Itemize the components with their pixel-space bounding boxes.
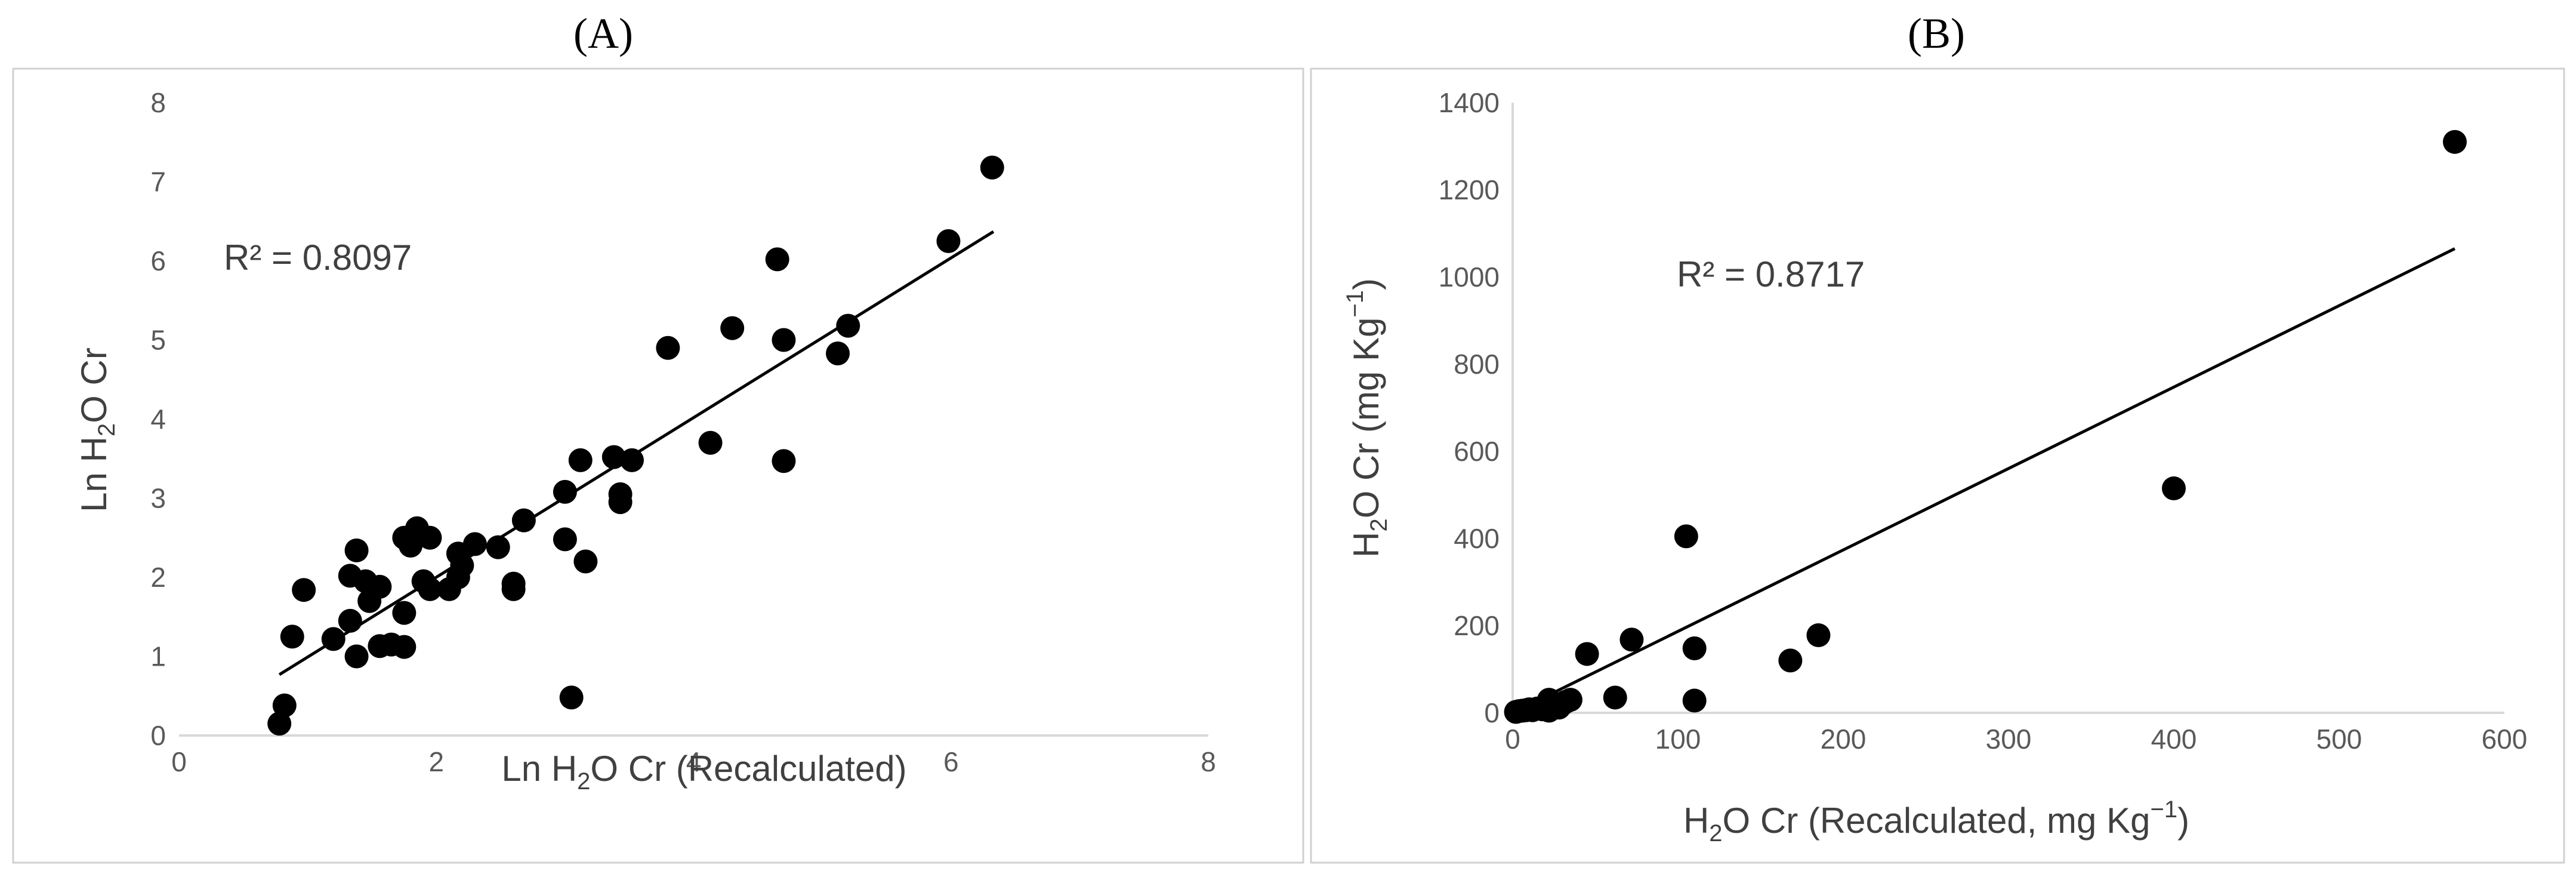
data-point-a <box>836 313 860 338</box>
y-tick-label-a: 2 <box>150 562 166 593</box>
x-tick-label-a: 4 <box>686 746 702 777</box>
data-point-b <box>1619 627 1644 652</box>
r-squared-label-b: R² = 0.8717 <box>1677 254 1865 294</box>
data-point-a <box>553 527 577 552</box>
x-tick-label-b: 300 <box>1986 724 2032 755</box>
y-axis-title-a: Ln H2O Cr <box>74 347 120 512</box>
y-tick-label-a: 6 <box>150 245 166 276</box>
y-tick-label-a: 3 <box>150 483 166 514</box>
data-point-a <box>418 577 442 601</box>
data-point-a <box>368 574 392 599</box>
data-point-a <box>486 535 510 559</box>
plot-frame-a <box>12 67 1304 864</box>
plot-frame-b <box>1310 67 2565 864</box>
y-tick-label-b: 400 <box>1454 523 1500 554</box>
data-point-a <box>559 685 584 710</box>
x-tick-label-a: 8 <box>1201 746 1216 777</box>
data-point-b <box>1575 642 1599 666</box>
data-point-a <box>573 549 598 574</box>
y-tick-label-a: 4 <box>150 404 166 435</box>
data-point-a <box>772 449 796 473</box>
data-point-a <box>553 479 577 504</box>
y-tick-label-a: 7 <box>150 167 166 198</box>
x-tick-label-b: 100 <box>1655 724 1701 755</box>
y-tick-label-a: 0 <box>150 720 166 751</box>
data-point-b <box>1603 685 1627 710</box>
x-tick-label-b: 200 <box>1821 724 1867 755</box>
y-tick-label-b: 0 <box>1484 697 1500 728</box>
data-point-a <box>321 627 345 651</box>
x-tick-label-a: 2 <box>428 746 444 777</box>
data-point-a <box>344 644 369 669</box>
panel-label-b: (B) <box>1908 10 1965 57</box>
x-tick-label-a: 6 <box>943 746 959 777</box>
data-point-b <box>1674 524 1698 549</box>
data-point-a <box>501 571 526 596</box>
data-point-a <box>272 693 297 718</box>
data-point-a <box>826 341 850 366</box>
y-tick-label-b: 1200 <box>1439 174 1500 205</box>
data-point-a <box>656 336 680 360</box>
y-tick-label-a: 1 <box>150 641 166 672</box>
r-squared-label-a: R² = 0.8097 <box>224 238 412 278</box>
x-tick-label-b: 500 <box>2316 724 2362 755</box>
y-tick-label-a: 8 <box>150 87 166 118</box>
x-tick-label-b: 600 <box>2482 724 2528 755</box>
data-point-a <box>601 445 626 469</box>
data-point-a <box>338 608 362 633</box>
data-point-a <box>765 247 789 272</box>
y-tick-label-b: 200 <box>1454 610 1500 641</box>
axes-b: 0 100 200 300 400 500 600 0 200 400 600 800 1000 1200… <box>1439 87 2528 755</box>
y-tick-label-b: 600 <box>1454 436 1500 467</box>
data-point-b <box>1806 623 1831 648</box>
data-point-b <box>1682 688 1707 713</box>
data-point-a <box>936 229 961 253</box>
data-point-b <box>1682 636 1707 660</box>
data-point-a <box>280 624 304 649</box>
data-point-b <box>2162 476 2186 501</box>
data-point-b <box>1558 688 1582 712</box>
x-tick-label-a: 0 <box>171 746 187 777</box>
x-tick-label-b: 400 <box>2151 724 2197 755</box>
y-tick-label-b: 800 <box>1454 349 1500 380</box>
data-point-a <box>772 328 796 352</box>
y-tick-label-a: 5 <box>150 325 166 356</box>
data-point-b <box>2442 130 2467 154</box>
y-axis-title-b: H2O Cr (mg Kg−1) <box>1342 278 1392 558</box>
chart-panel-b: (B) 0 100 200 300 400 500 600 0 200 400 600 800 1000… <box>1310 10 2565 864</box>
data-point-a <box>392 635 417 659</box>
data-point-a <box>292 578 316 602</box>
axes-a: 0 2 4 6 8 0 1 2 3 4 5 6 7 8 <box>150 87 1215 777</box>
data-point-a <box>511 508 536 533</box>
data-point-a <box>462 532 487 556</box>
chart-panel-a: (A) 0 2 4 6 8 0 1 2 3 4 5 6 7 8 R² = 0.8097 Ln H2O Cr… <box>12 10 1304 864</box>
panel-label-a: (A) <box>573 10 633 57</box>
data-point-a <box>608 490 633 515</box>
data-point-a <box>620 448 644 472</box>
x-axis-title-a: Ln H2O Cr (Recalculated) <box>501 749 906 795</box>
data-point-a <box>450 553 474 578</box>
data-point-a <box>344 538 369 562</box>
y-tick-label-b: 1400 <box>1439 87 1500 118</box>
data-point-a <box>698 430 723 455</box>
data-point-a <box>720 316 745 340</box>
data-point-a <box>392 601 417 625</box>
trendline-b <box>1511 247 2456 715</box>
x-tick-label-b: 0 <box>1505 724 1520 755</box>
data-point-a <box>980 155 1004 180</box>
data-point-a <box>568 448 593 472</box>
data-point-a <box>418 525 442 550</box>
x-axis-title-b: H2O Cr (Recalculated, mg Kg−1) <box>1683 796 2189 847</box>
y-tick-label-b: 1000 <box>1439 261 1500 293</box>
data-point-b <box>1778 648 1803 673</box>
data-point-a <box>267 712 292 736</box>
